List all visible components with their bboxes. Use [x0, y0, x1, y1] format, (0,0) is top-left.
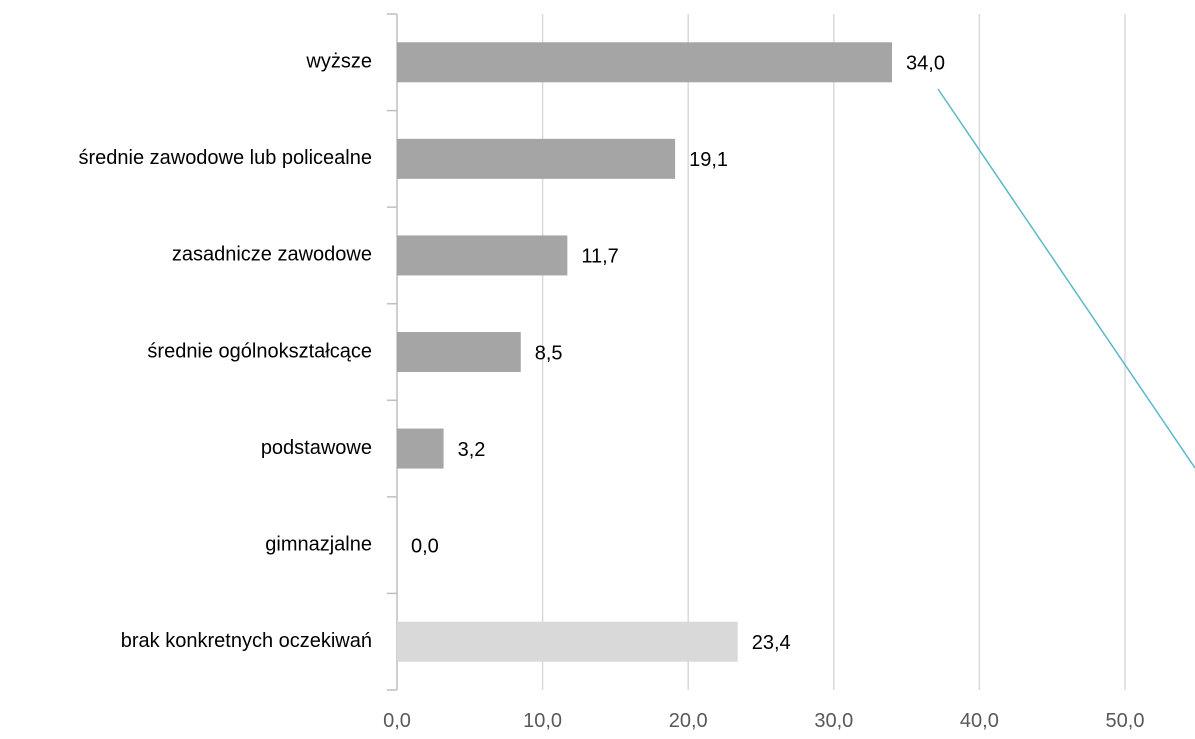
x-tick-label-2: 20,0 — [669, 710, 708, 732]
bar-1 — [397, 138, 676, 179]
trend-line-segment — [937, 88, 1195, 469]
category-label-2: zasadnicze zawodowe — [172, 244, 372, 266]
category-label-6: brak konkretnych oczekiwań — [121, 630, 372, 652]
x-tick-label-1: 10,0 — [523, 710, 562, 732]
category-label-3: średnie ogólnokształcące — [147, 340, 372, 362]
data-label-4: 3,2 — [458, 439, 486, 461]
x-tick-labels: 0,0 10,0 20,0 30,0 40,0 50,0 — [383, 710, 1144, 732]
category-axis — [387, 13, 398, 691]
category-label-5: gimnazjalne — [265, 533, 372, 555]
bar-4 — [397, 428, 444, 469]
data-label-3: 8,5 — [535, 342, 563, 364]
data-label-2: 11,7 — [581, 246, 618, 268]
gridlines — [541, 14, 1126, 690]
bar-0 — [397, 42, 893, 83]
bars — [397, 42, 893, 662]
category-label-0: wyższe — [305, 51, 372, 73]
data-label-0: 34,0 — [906, 53, 945, 75]
data-label-1: 19,1 — [689, 149, 728, 171]
x-tick-label-3: 30,0 — [814, 710, 853, 732]
x-tick-label-0: 0,0 — [383, 710, 411, 732]
category-label-4: podstawowe — [261, 437, 372, 459]
bar-6 — [397, 621, 738, 662]
bar-3 — [397, 332, 521, 372]
x-tick-label-5: 50,0 — [1106, 710, 1145, 732]
bar-2 — [397, 235, 568, 276]
data-label-6: 23,4 — [752, 632, 791, 654]
category-label-1: średnie zawodowe lub policealne — [78, 147, 372, 169]
data-labels: 34,0 19,1 11,7 8,5 3,2 0,0 23,4 — [411, 53, 945, 654]
x-tick-label-4: 40,0 — [960, 710, 999, 732]
category-labels: wyższe średnie zawodowe lub policealne zas… — [78, 51, 372, 652]
data-label-5: 0,0 — [411, 535, 439, 557]
trend-line — [937, 88, 1195, 469]
